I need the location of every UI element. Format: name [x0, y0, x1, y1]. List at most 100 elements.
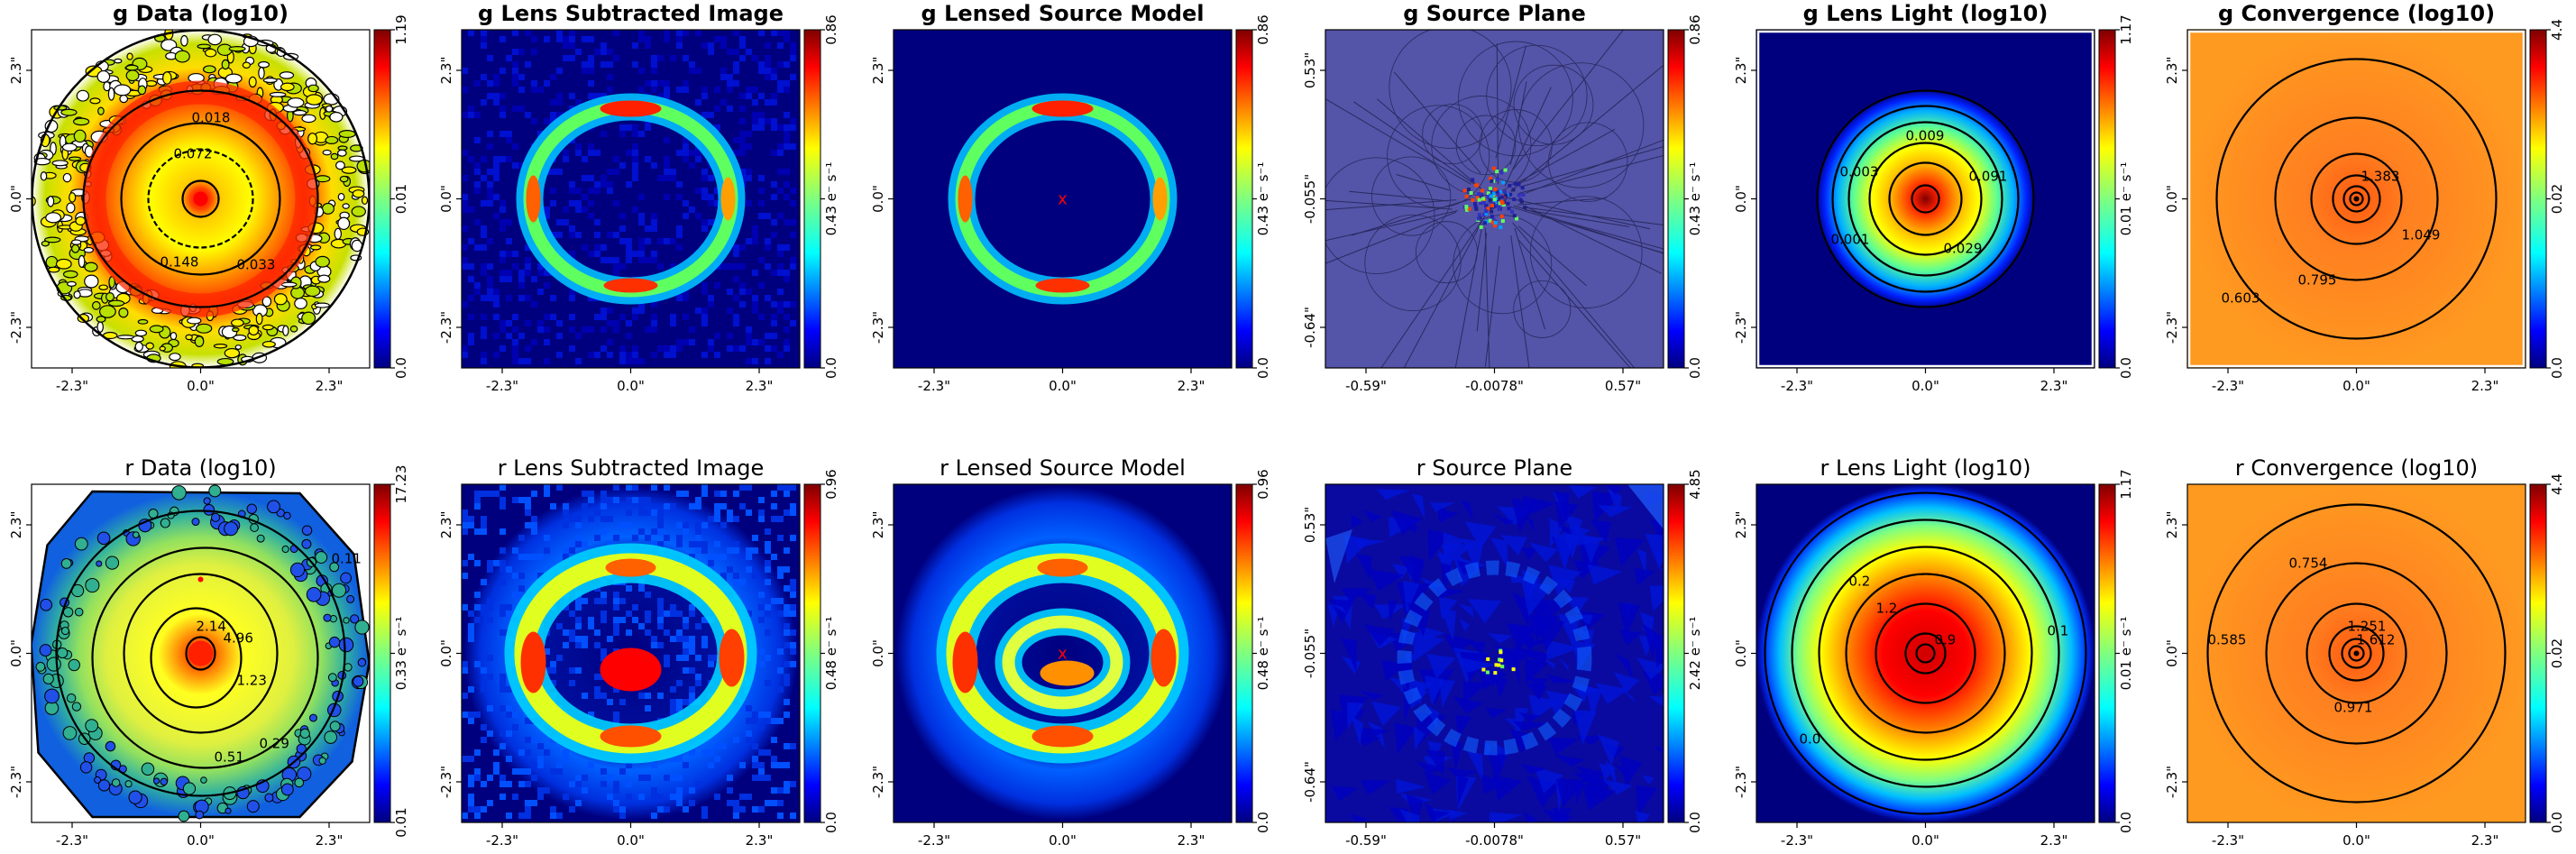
colorbar-tick-label: 4.4: [2549, 473, 2565, 495]
colorbar-tick-label: 4.85: [1687, 469, 1703, 499]
panel-g-lensed_model: g Lensed Source Model x -2.3" 0.0" 2.3" 2.3" 0…: [870, 1, 1271, 394]
contour-label: 0.11: [332, 551, 362, 567]
x-tick-label: -0.59": [1345, 378, 1387, 394]
colorbar-tick-label: 0.0: [2118, 812, 2134, 833]
y-tick-label: 0.0": [870, 639, 886, 667]
panel-title: r Convergence (log10): [2235, 455, 2478, 481]
colorbar-tick-label: 0.0: [1687, 812, 1703, 833]
x-tick-label: 0.0": [2342, 832, 2370, 849]
y-tick-label: 2.3": [8, 511, 24, 539]
y-tick-label: 0.0": [438, 639, 454, 667]
colorbar-tick-label: 1.17: [2118, 469, 2134, 499]
x-tick-label: 0.0": [1911, 832, 1939, 849]
colorbar-tick-label: 0.86: [1687, 14, 1703, 44]
x-tick-label: 2.3": [2040, 832, 2068, 849]
colorbar-tick-label: 0.02: [2549, 184, 2565, 214]
colorbar: [2098, 29, 2116, 369]
colorbar: [2529, 483, 2547, 823]
panel-title: g Lens Light (log10): [1803, 1, 2049, 26]
contour-label: 4.96: [224, 630, 253, 647]
y-tick-label: -0.64": [1302, 307, 1318, 348]
contour-label: 0.009: [1906, 128, 1945, 144]
panel-title: g Convergence (log10): [2218, 1, 2495, 26]
x-tick-label: -2.3": [918, 378, 950, 394]
x-tick-label: 2.3": [1178, 378, 1205, 394]
x-tick-label: 2.3": [2040, 378, 2068, 394]
colorbar-tick-label: 0.02: [2549, 638, 2565, 668]
colorbar-tick-label: 17.23: [393, 465, 409, 504]
y-tick-label: 0.0": [870, 185, 886, 213]
panel-title: r Lensed Source Model: [940, 455, 1186, 481]
colorbar-tick-label: 0.0: [2549, 357, 2565, 379]
contour-label: 0.018: [192, 110, 231, 126]
panel-g-source_plane: g Source Plane -0.59" -0.0078" 0.57" 0.53" -0…: [1302, 1, 1703, 394]
y-tick-label: 2.3": [1733, 511, 1749, 539]
x-tick-label: 0.57": [1605, 378, 1641, 394]
colorbar-tick-label: 0.86: [1255, 14, 1271, 44]
colorbar-tick-label: 0.0: [2549, 812, 2565, 833]
colorbar: [1235, 483, 1253, 823]
y-tick-label: 0.0": [438, 185, 454, 213]
contour-label: 1.612: [2357, 632, 2396, 648]
contour-label: 0.795: [2298, 272, 2337, 289]
y-tick-label: -2.3": [2164, 311, 2180, 344]
contour-label: 0.072: [174, 146, 213, 162]
x-tick-label: -0.59": [1345, 832, 1387, 849]
colorbar: [2098, 483, 2116, 823]
colorbar-tick-label: 0.0: [393, 357, 409, 379]
colorbar-tick-label: 0.0: [1255, 812, 1271, 833]
contour-label: 0.2: [1849, 574, 1871, 590]
x-tick-label: 2.3": [316, 832, 344, 849]
panel-g-data: g Data (log10) 0.018 0.072 0.148 0.033 -2.3" 0…: [8, 1, 409, 394]
y-tick-label: 0.0": [8, 185, 24, 213]
y-tick-label: 2.3": [1733, 57, 1749, 85]
panel-r-source_plane_r: r Source Plane -0.59" -0.0078" 0.57" 0.53" -0…: [1302, 455, 1703, 849]
colorbar-tick-label: 1.19: [393, 14, 409, 44]
colorbar-tick-label: 0.48 e⁻ s⁻¹: [823, 617, 839, 691]
contour-label: 0.603: [2222, 290, 2260, 307]
panel-r-lens_light_r: r Lens Light (log10) 0.2 1.2 0.9 0.1 0.0 -2.3"…: [1733, 455, 2134, 849]
y-tick-label: -2.3": [438, 766, 454, 798]
x-tick-label: 2.3": [316, 378, 344, 394]
x-tick-label: 0.0": [187, 832, 215, 849]
image-area: [1325, 30, 1664, 368]
x-tick-label: 2.3": [746, 378, 774, 394]
contour-label: 0.51: [215, 749, 244, 766]
x-tick-label: 2.3": [2471, 832, 2499, 849]
image-area: [1325, 484, 1664, 822]
x-tick-label: 2.3": [746, 832, 774, 849]
y-tick-label: 0.0": [1733, 185, 1749, 213]
colorbar-tick-label: 0.01: [393, 807, 409, 837]
y-tick-label: 0.0": [8, 639, 24, 667]
image-area: x: [894, 484, 1232, 822]
colorbar-tick-label: 0.0: [823, 812, 839, 833]
colorbar-tick-label: 0.96: [1255, 469, 1271, 499]
colorbar-tick-label: 0.96: [823, 469, 839, 499]
colorbar-tick-label: 2.42 e⁻ s⁻¹: [1687, 617, 1703, 691]
y-tick-label: -0.055": [1302, 629, 1318, 678]
colorbar: [1667, 29, 1685, 369]
colorbar: [373, 483, 391, 823]
colorbar-tick-label: 0.43 e⁻ s⁻¹: [1687, 162, 1703, 236]
x-tick-label: 2.3": [2471, 378, 2499, 394]
contour-label: 0.091: [1969, 169, 2008, 185]
colorbar: [1235, 29, 1253, 369]
colorbar-tick-label: 0.01: [393, 184, 409, 214]
panel-title: r Source Plane: [1416, 455, 1572, 481]
contour-label: 1.383: [2361, 169, 2400, 185]
y-tick-label: 2.3": [8, 57, 24, 85]
panel-r-lens_subtracted: r Lens Subtracted Image -2.3" 0.0" 2.3" 2.3"…: [438, 455, 839, 849]
contour-label: 0.585: [2208, 632, 2247, 648]
y-tick-label: -2.3": [438, 311, 454, 344]
x-tick-label: 0.57": [1605, 832, 1641, 849]
x-tick-label: -2.3": [1781, 378, 1813, 394]
colorbar-tick-label: 0.0: [1687, 357, 1703, 379]
colorbar-tick-label: 0.86: [823, 14, 839, 44]
x-tick-label: 0.0": [1911, 378, 1939, 394]
contour-label: 0.001: [1831, 232, 1870, 248]
y-tick-label: 0.0": [2164, 639, 2180, 667]
panel-title: g Source Plane: [1403, 1, 1585, 26]
x-tick-label: -2.3": [56, 832, 88, 849]
